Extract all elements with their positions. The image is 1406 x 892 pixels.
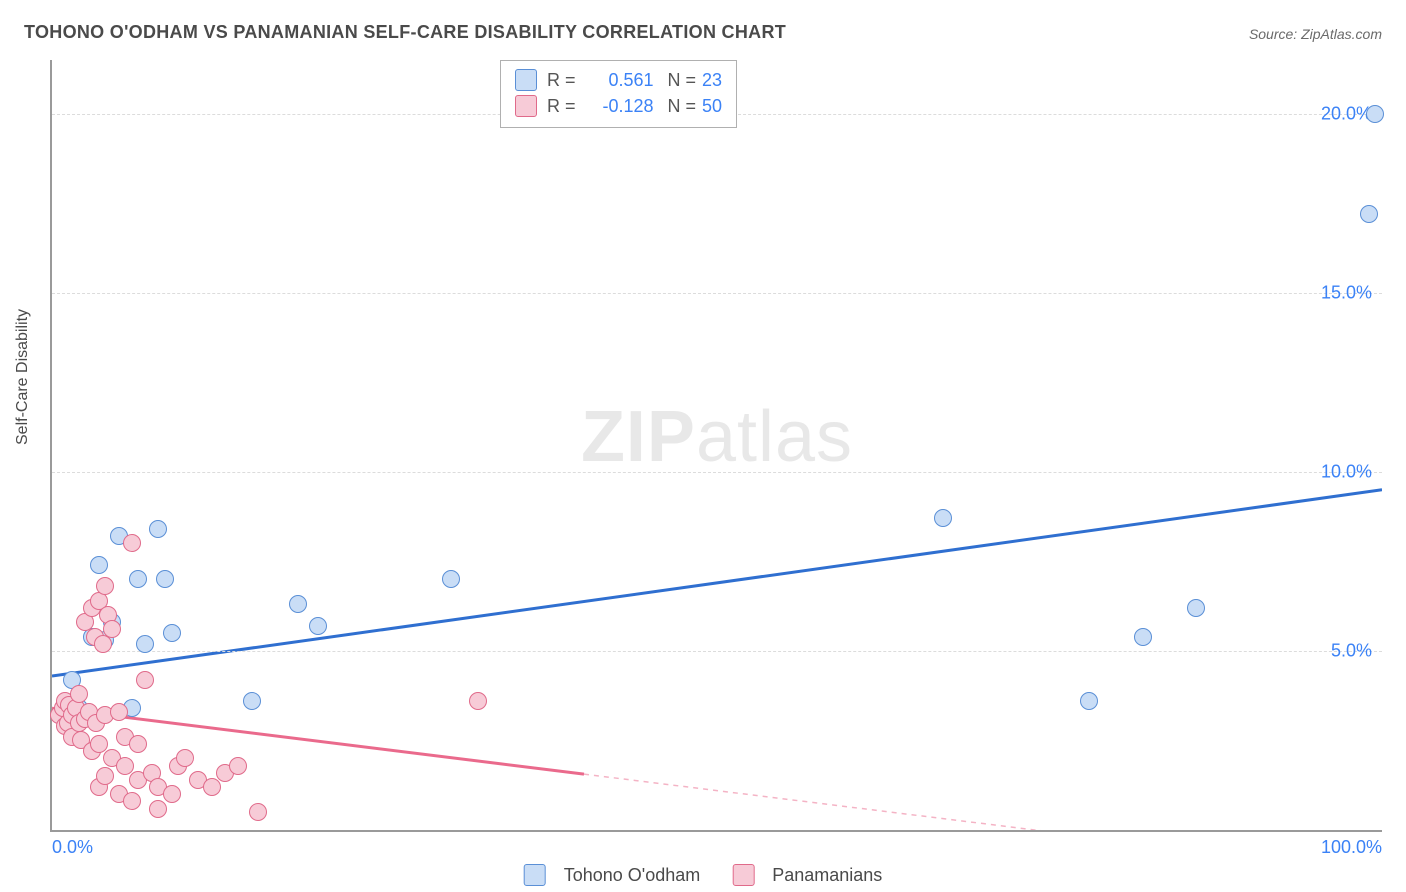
gridline — [52, 651, 1382, 652]
data-point — [1366, 105, 1384, 123]
legend-swatch — [524, 864, 546, 886]
y-tick-label: 20.0% — [1321, 103, 1372, 124]
data-point — [934, 509, 952, 527]
data-point — [96, 577, 114, 595]
y-tick-label: 5.0% — [1331, 640, 1372, 661]
stats-legend-row: R = 0.561 N =23 — [515, 67, 722, 93]
legend-swatch — [732, 864, 754, 886]
data-point — [116, 757, 134, 775]
gridline — [52, 293, 1382, 294]
data-point — [289, 595, 307, 613]
y-axis-label: Self-Care Disability — [14, 309, 32, 445]
watermark: ZIPatlas — [581, 396, 853, 478]
data-point — [1187, 599, 1205, 617]
data-point — [90, 735, 108, 753]
data-point — [163, 785, 181, 803]
data-point — [249, 803, 267, 821]
data-point — [149, 800, 167, 818]
data-point — [136, 635, 154, 653]
legend-swatch — [515, 69, 537, 91]
trend-lines-layer — [52, 60, 1382, 830]
data-point — [149, 520, 167, 538]
n-label: N = — [668, 96, 697, 117]
data-point — [176, 749, 194, 767]
gridline — [52, 472, 1382, 473]
data-point — [123, 792, 141, 810]
series-legend-item: Tohono O'odham — [524, 864, 701, 886]
data-point — [203, 778, 221, 796]
data-point — [163, 624, 181, 642]
data-point — [469, 692, 487, 710]
r-label: R = — [547, 96, 576, 117]
data-point — [129, 735, 147, 753]
stats-legend-row: R = -0.128 N =50 — [515, 93, 722, 119]
trend-line — [52, 490, 1382, 676]
data-point — [136, 671, 154, 689]
chart-title: TOHONO O'ODHAM VS PANAMANIAN SELF-CARE D… — [24, 22, 786, 43]
series-label: Tohono O'odham — [564, 865, 701, 886]
series-legend-item: Panamanians — [732, 864, 882, 886]
data-point — [229, 757, 247, 775]
series-label: Panamanians — [772, 865, 882, 886]
data-point — [309, 617, 327, 635]
data-point — [103, 620, 121, 638]
r-value: 0.561 — [582, 70, 654, 91]
r-label: R = — [547, 70, 576, 91]
n-value: 23 — [702, 70, 722, 91]
data-point — [1080, 692, 1098, 710]
data-point — [96, 767, 114, 785]
data-point — [123, 534, 141, 552]
data-point — [90, 556, 108, 574]
y-tick-label: 10.0% — [1321, 461, 1372, 482]
x-tick-label: 100.0% — [1321, 837, 1382, 858]
x-tick-label: 0.0% — [52, 837, 93, 858]
data-point — [442, 570, 460, 588]
stats-legend: R = 0.561 N =23 R = -0.128 N =50 — [500, 60, 737, 128]
n-value: 50 — [702, 96, 722, 117]
y-tick-label: 15.0% — [1321, 282, 1372, 303]
trend-line — [584, 774, 1382, 830]
data-point — [243, 692, 261, 710]
data-point — [1360, 205, 1378, 223]
data-point — [1134, 628, 1152, 646]
r-value: -0.128 — [582, 96, 654, 117]
data-point — [110, 703, 128, 721]
series-legend: Tohono O'odham Panamanians — [524, 864, 883, 886]
legend-swatch — [515, 95, 537, 117]
data-point — [129, 570, 147, 588]
n-label: N = — [668, 70, 697, 91]
plot-area: ZIPatlas 5.0%10.0%15.0%20.0%0.0%100.0% — [50, 60, 1382, 832]
data-point — [70, 685, 88, 703]
source-attribution: Source: ZipAtlas.com — [1249, 26, 1382, 42]
data-point — [156, 570, 174, 588]
